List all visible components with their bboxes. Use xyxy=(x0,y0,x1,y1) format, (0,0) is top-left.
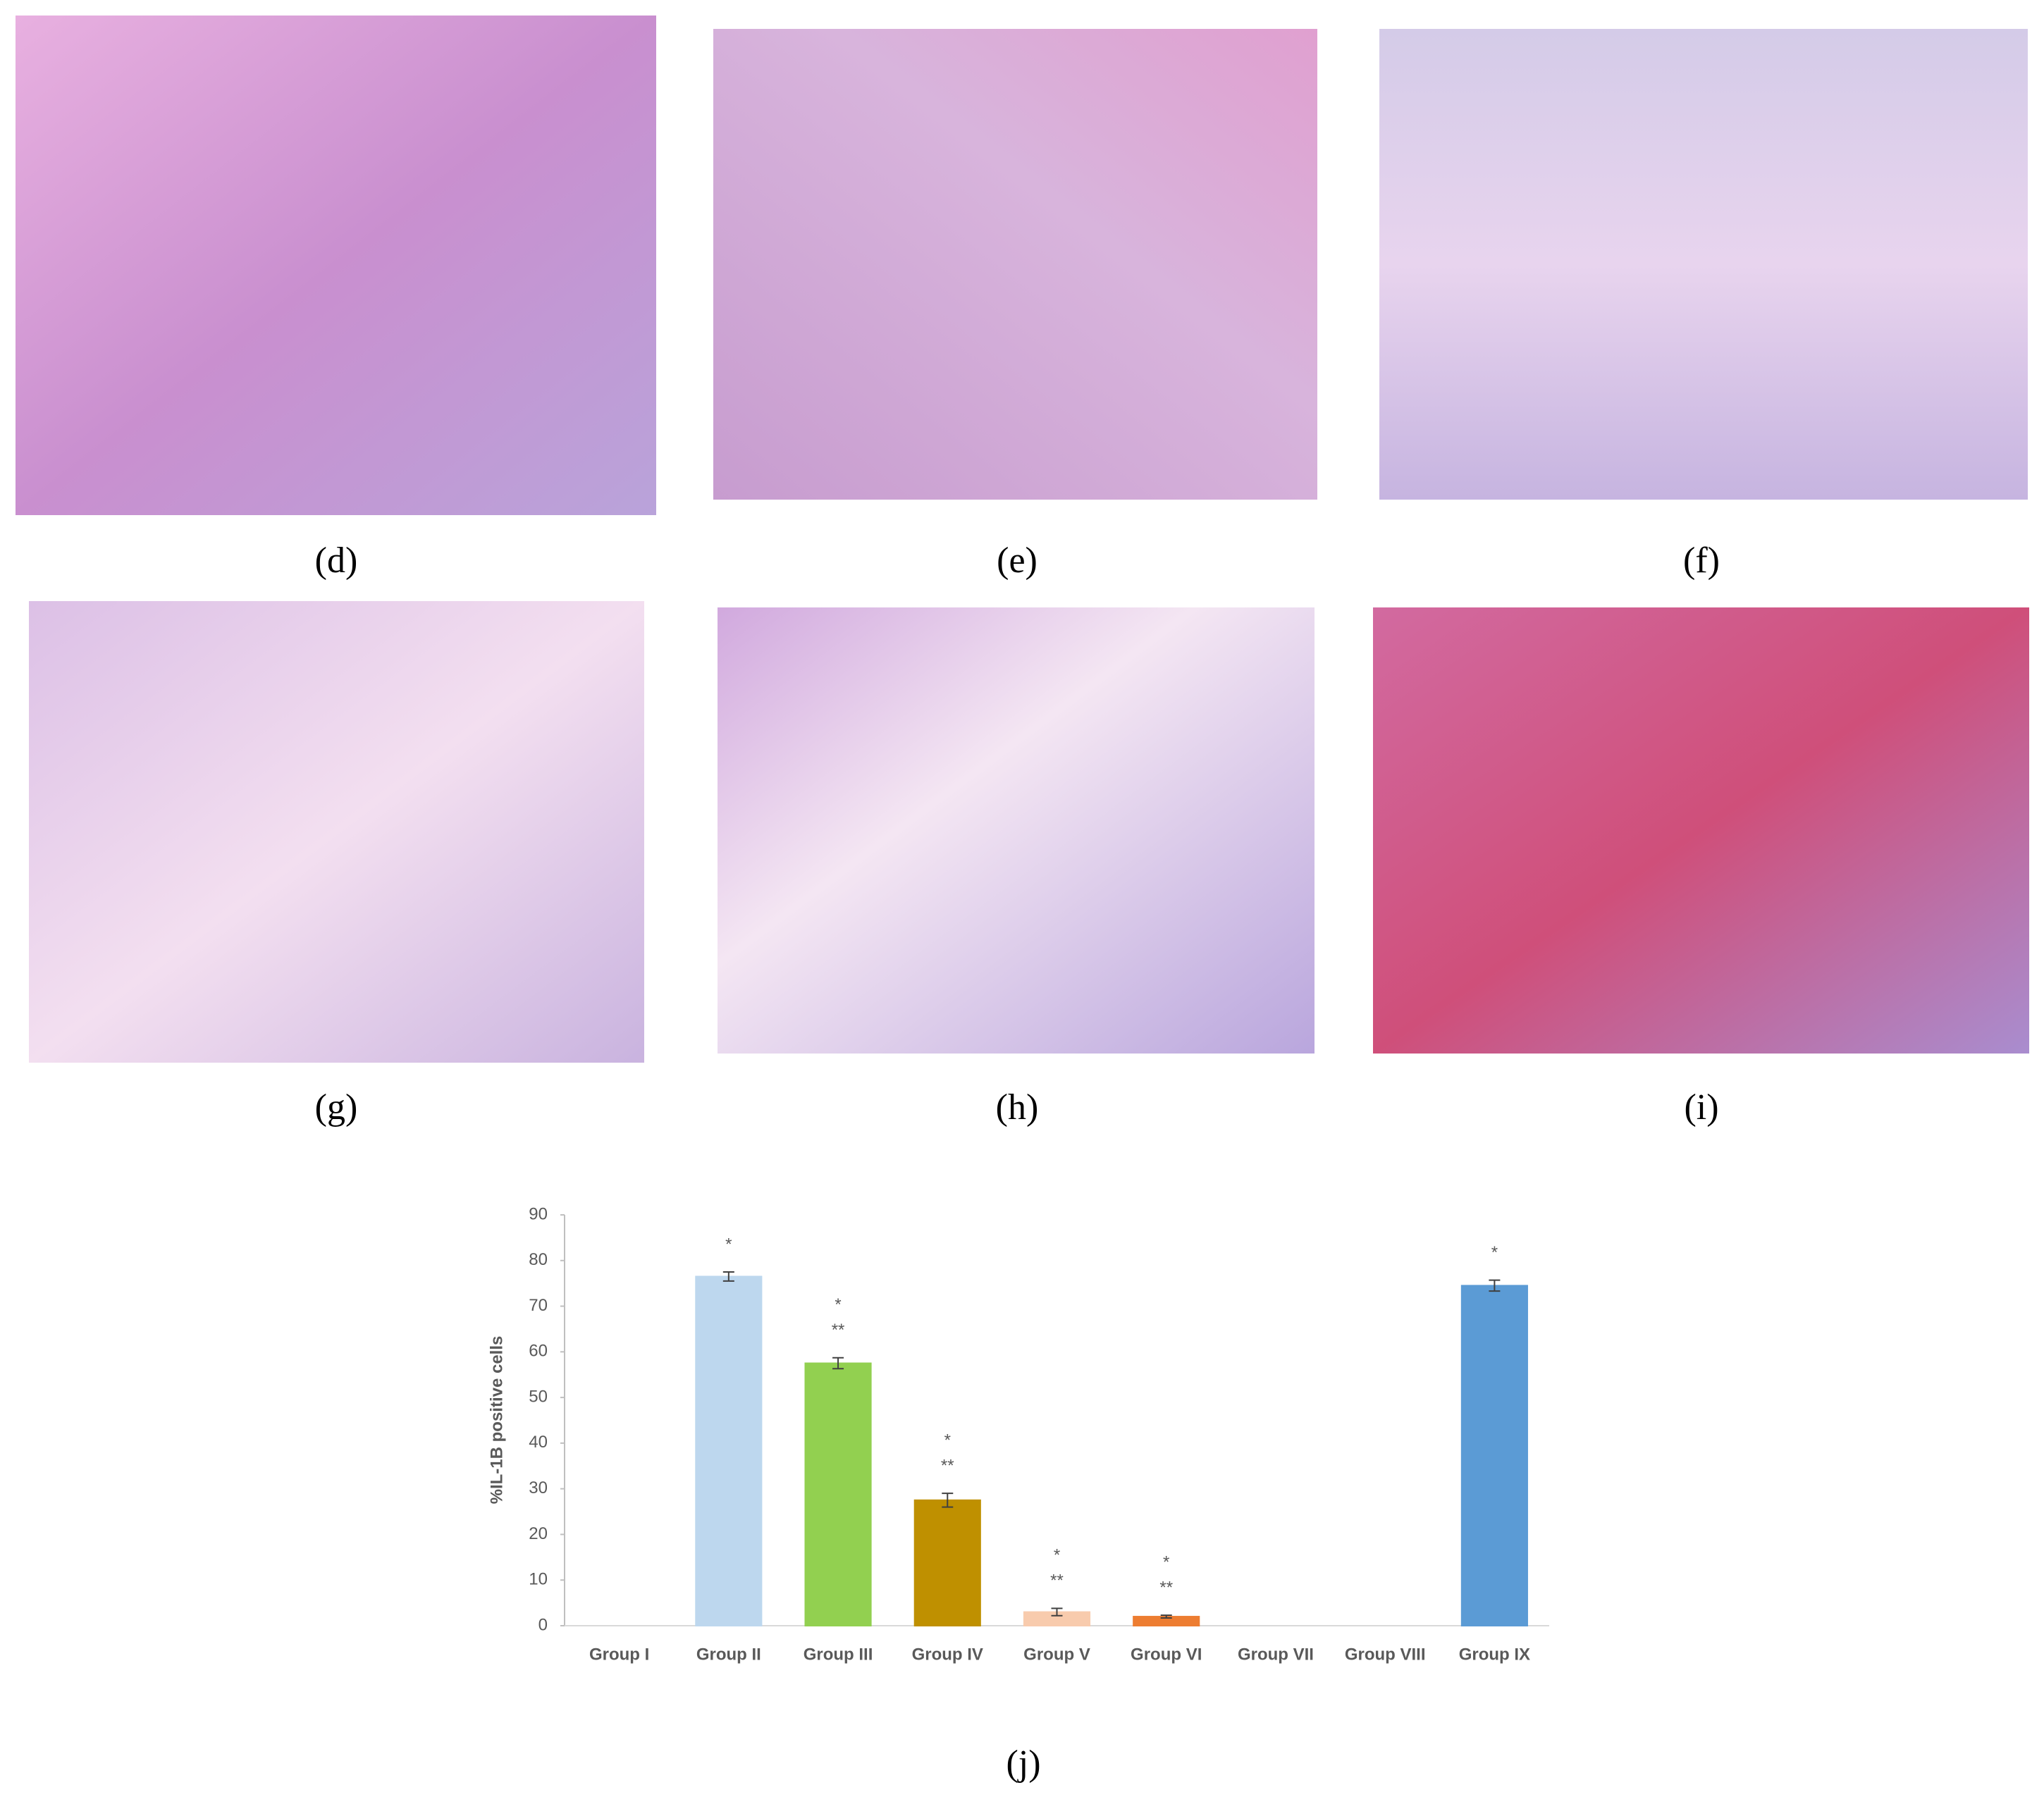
panel-label: (j) xyxy=(1006,1743,1040,1784)
significance-label: * xyxy=(1491,1243,1498,1262)
x-tick-label: Group VI xyxy=(1131,1645,1202,1664)
y-axis-label: %IL-1B positive cells xyxy=(487,1336,506,1505)
y-tick-label: 70 xyxy=(529,1296,548,1315)
error-bar xyxy=(832,1357,844,1370)
bar xyxy=(804,1362,872,1627)
significance-label: * xyxy=(1054,1546,1060,1565)
bar xyxy=(913,1499,981,1626)
significance-label: * xyxy=(1163,1552,1169,1571)
x-tick-label: Group II xyxy=(696,1645,761,1664)
significance-label: * xyxy=(944,1431,951,1450)
significance-label: ** xyxy=(1050,1571,1064,1590)
micrograph xyxy=(718,607,1315,1054)
panel-label: (e) xyxy=(997,540,1038,581)
x-tick-label: Group IV xyxy=(912,1645,983,1664)
error-bar xyxy=(1051,1607,1063,1617)
panel-label: (i) xyxy=(1684,1087,1718,1128)
micrograph xyxy=(1373,607,2029,1054)
error-bar xyxy=(1160,1614,1172,1619)
panel-label: (d) xyxy=(315,540,358,581)
x-tick-label: Group III xyxy=(804,1645,873,1664)
significance-label: * xyxy=(835,1295,841,1314)
micrograph xyxy=(713,29,1317,500)
x-tick-label: Group V xyxy=(1023,1645,1090,1664)
y-tick-label: 60 xyxy=(529,1342,548,1361)
bar xyxy=(1460,1285,1528,1626)
y-tick-label: 40 xyxy=(529,1433,548,1452)
x-tick-label: Group I xyxy=(589,1645,649,1664)
micrograph xyxy=(1379,29,2028,500)
error-bar xyxy=(1489,1279,1501,1292)
x-tick-label: Group IX xyxy=(1459,1645,1530,1664)
y-tick-label: 30 xyxy=(529,1478,548,1497)
error-bar xyxy=(722,1271,734,1282)
panel-label: (h) xyxy=(996,1087,1039,1128)
x-tick-label: Group VII xyxy=(1238,1645,1314,1664)
panel-label: (g) xyxy=(315,1087,358,1128)
y-tick-label: 10 xyxy=(529,1570,548,1589)
y-tick-label: 0 xyxy=(538,1615,548,1634)
error-bar xyxy=(942,1493,954,1508)
micrograph xyxy=(16,16,656,515)
y-tick-label: 80 xyxy=(529,1250,548,1269)
significance-label: * xyxy=(725,1235,732,1254)
micrograph xyxy=(29,601,644,1063)
y-tick-label: 90 xyxy=(529,1204,548,1223)
significance-label: ** xyxy=(1159,1578,1173,1597)
y-tick-label: 20 xyxy=(529,1524,548,1543)
x-tick-label: Group VIII xyxy=(1345,1645,1426,1664)
y-tick-label: 50 xyxy=(529,1387,548,1406)
significance-label: ** xyxy=(941,1456,954,1475)
significance-label: ** xyxy=(832,1321,845,1340)
bar xyxy=(695,1275,763,1626)
panel-label: (f) xyxy=(1683,540,1720,581)
